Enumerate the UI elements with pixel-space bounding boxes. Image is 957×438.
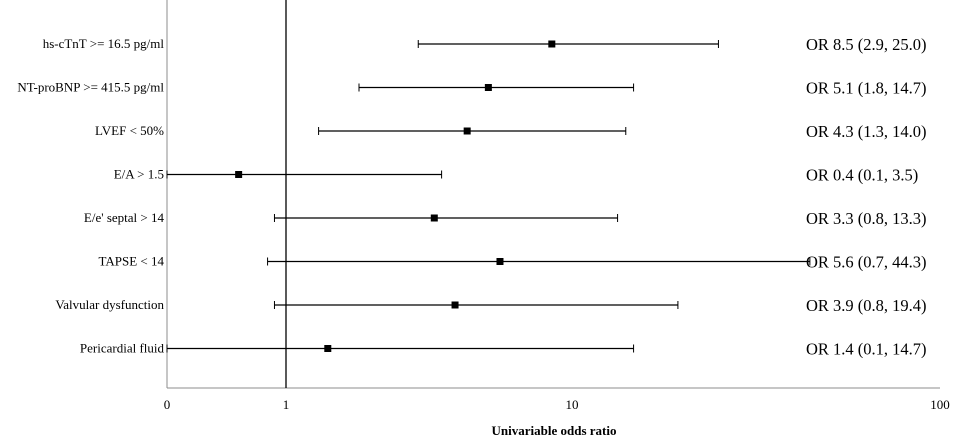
or-annotation: OR 3.9 (0.8, 19.4)	[806, 296, 927, 315]
point-estimate-marker	[484, 84, 492, 91]
x-tick-label: 10	[566, 397, 579, 412]
forest-row: hs-cTnT >= 16.5 pg/ml OR 8.5 (2.9, 25.0)	[43, 35, 927, 54]
point-estimate-marker	[463, 127, 471, 135]
forest-row: Pericardial fluid OR 1.4 (0.1, 14.7)	[80, 340, 927, 359]
row-label: hs-cTnT >= 16.5 pg/ml	[43, 36, 165, 51]
row-label: LVEF < 50%	[95, 123, 164, 138]
forest-row: Valvular dysfunction OR 3.9 (0.8, 19.4)	[55, 296, 926, 315]
or-annotation: OR 5.6 (0.7, 44.3)	[806, 253, 927, 272]
row-label: E/A > 1.5	[114, 167, 164, 182]
row-label: E/e' septal > 14	[84, 210, 165, 225]
or-annotation: OR 0.4 (0.1, 3.5)	[806, 166, 918, 185]
or-annotation: OR 3.3 (0.8, 13.3)	[806, 209, 927, 228]
point-estimate-marker	[496, 258, 504, 265]
row-label: TAPSE < 14	[98, 254, 164, 269]
point-estimate-marker	[235, 171, 243, 178]
row-label: Pericardial fluid	[80, 341, 165, 356]
x-tick-label: 0	[164, 397, 171, 412]
forest-row: E/e' septal > 14 OR 3.3 (0.8, 13.3)	[84, 209, 927, 228]
x-axis-title: Univariable odds ratio	[492, 423, 617, 438]
point-estimate-marker	[451, 301, 459, 309]
point-estimate-marker	[324, 345, 332, 352]
or-annotation: OR 8.5 (2.9, 25.0)	[806, 35, 927, 54]
row-label: Valvular dysfunction	[55, 297, 164, 312]
or-annotation: OR 1.4 (0.1, 14.7)	[806, 340, 927, 359]
forest-row: NT-proBNP >= 415.5 pg/ml OR 5.1 (1.8, 14.…	[17, 79, 926, 98]
point-estimate-marker	[430, 214, 438, 222]
or-annotation: OR 4.3 (1.3, 14.0)	[806, 122, 927, 141]
x-tick-label: 1	[283, 397, 290, 412]
forest-row: E/A > 1.5 OR 0.4 (0.1, 3.5)	[114, 166, 919, 185]
point-estimate-marker	[548, 40, 556, 48]
forest-row: LVEF < 50% OR 4.3 (1.3, 14.0)	[95, 122, 927, 141]
x-tick-label: 100	[930, 397, 950, 412]
forest-row: TAPSE < 14 OR 5.6 (0.7, 44.3)	[98, 253, 926, 272]
or-annotation: OR 5.1 (1.8, 14.7)	[806, 79, 927, 98]
row-label: NT-proBNP >= 415.5 pg/ml	[17, 80, 164, 95]
